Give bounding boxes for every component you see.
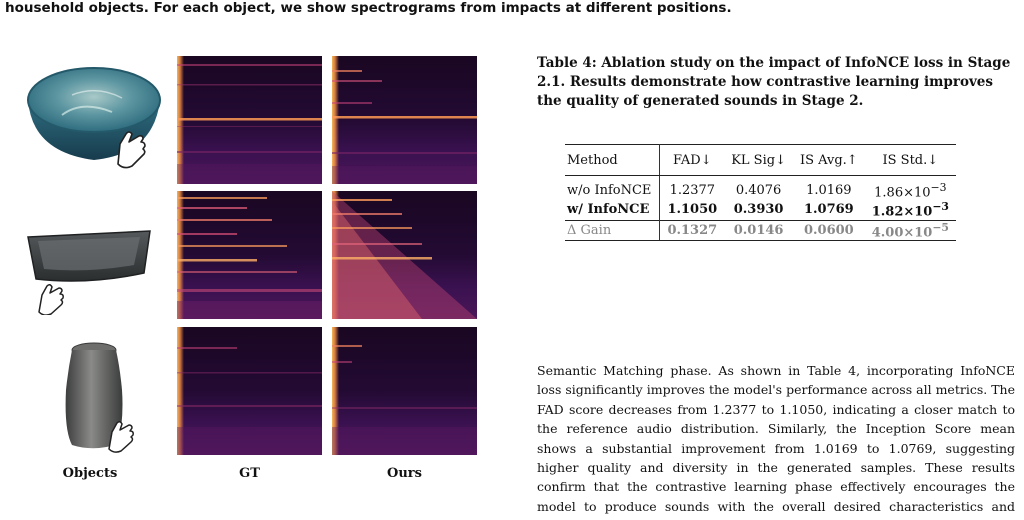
row-is-std: 1.86×10−3	[865, 176, 956, 201]
gain-kl: 0.0146	[724, 219, 793, 241]
column-label-gt: GT	[239, 466, 260, 481]
gain-is-std: 4.00×10−5	[864, 219, 956, 241]
jar-icon	[60, 340, 140, 464]
gain-label: Δ Gain	[565, 219, 661, 241]
row-fad: 1.1050	[667, 202, 718, 218]
gt-spectrogram-3	[177, 327, 322, 455]
column-label-ours: Ours	[387, 466, 422, 481]
gain-is-avg: 0.0600	[792, 219, 865, 241]
bowl-icon	[22, 60, 172, 179]
is-std-mantissa: 1.86×10	[874, 185, 931, 201]
header-is-avg: IS Avg.↑	[792, 144, 865, 176]
row-is-std: 1.82×10−3	[865, 200, 956, 220]
tray-icon	[24, 225, 154, 319]
is-std-exponent: −3	[932, 200, 949, 214]
is-std-mantissa: 1.82×10	[871, 204, 933, 220]
ours-spectrogram-1	[332, 56, 477, 184]
gt-spectrogram-2	[177, 191, 322, 319]
figure-caption: household objects. For each object, we s…	[5, 0, 732, 16]
table-row: w/o InfoNCE 1.2377 0.4076 1.0169 1.86×10…	[565, 175, 956, 201]
ours-spectrogram-3	[332, 327, 477, 455]
gain-is-std-mantissa: 4.00×10	[871, 224, 933, 240]
row-method: w/o InfoNCE	[565, 175, 661, 201]
ours-spectrogram-2	[332, 191, 477, 319]
row-is-avg: 1.0769	[803, 202, 854, 218]
header-method: Method	[565, 144, 661, 176]
table-header-row: Method FAD↓ KL Sig↓ IS Avg.↑ IS Std.↓	[565, 144, 956, 176]
header-kl: KL Sig↓	[724, 144, 793, 176]
table-gain-row: Δ Gain 0.1327 0.0146 0.0600 4.00×10−5	[565, 219, 956, 241]
body-paragraph: Semantic Matching phase. As shown in Tab…	[537, 363, 1015, 520]
header-is-std: IS Std.↓	[864, 144, 956, 176]
row-fad: 1.2377	[669, 183, 716, 199]
results-table: Method FAD↓ KL Sig↓ IS Avg.↑ IS Std.↓ w/…	[565, 144, 956, 241]
table-row: w/ InfoNCE 1.1050 0.3930 1.0769 1.82×10−…	[565, 200, 956, 221]
row-kl: 0.3930	[733, 202, 784, 218]
column-label-objects: Objects	[62, 466, 118, 481]
row-is-avg: 1.0169	[806, 183, 852, 199]
gain-is-std-exponent: −5	[932, 220, 949, 234]
row-method: w/ InfoNCE	[565, 200, 661, 221]
is-std-exponent: −3	[930, 181, 947, 194]
header-fad: FAD↓	[659, 144, 725, 176]
gt-spectrogram-1	[177, 56, 322, 184]
row-kl: 0.4076	[735, 183, 782, 199]
table-caption: Table 4: Ablation study on the impact of…	[537, 55, 1011, 109]
gain-fad: 0.1327	[659, 219, 725, 241]
